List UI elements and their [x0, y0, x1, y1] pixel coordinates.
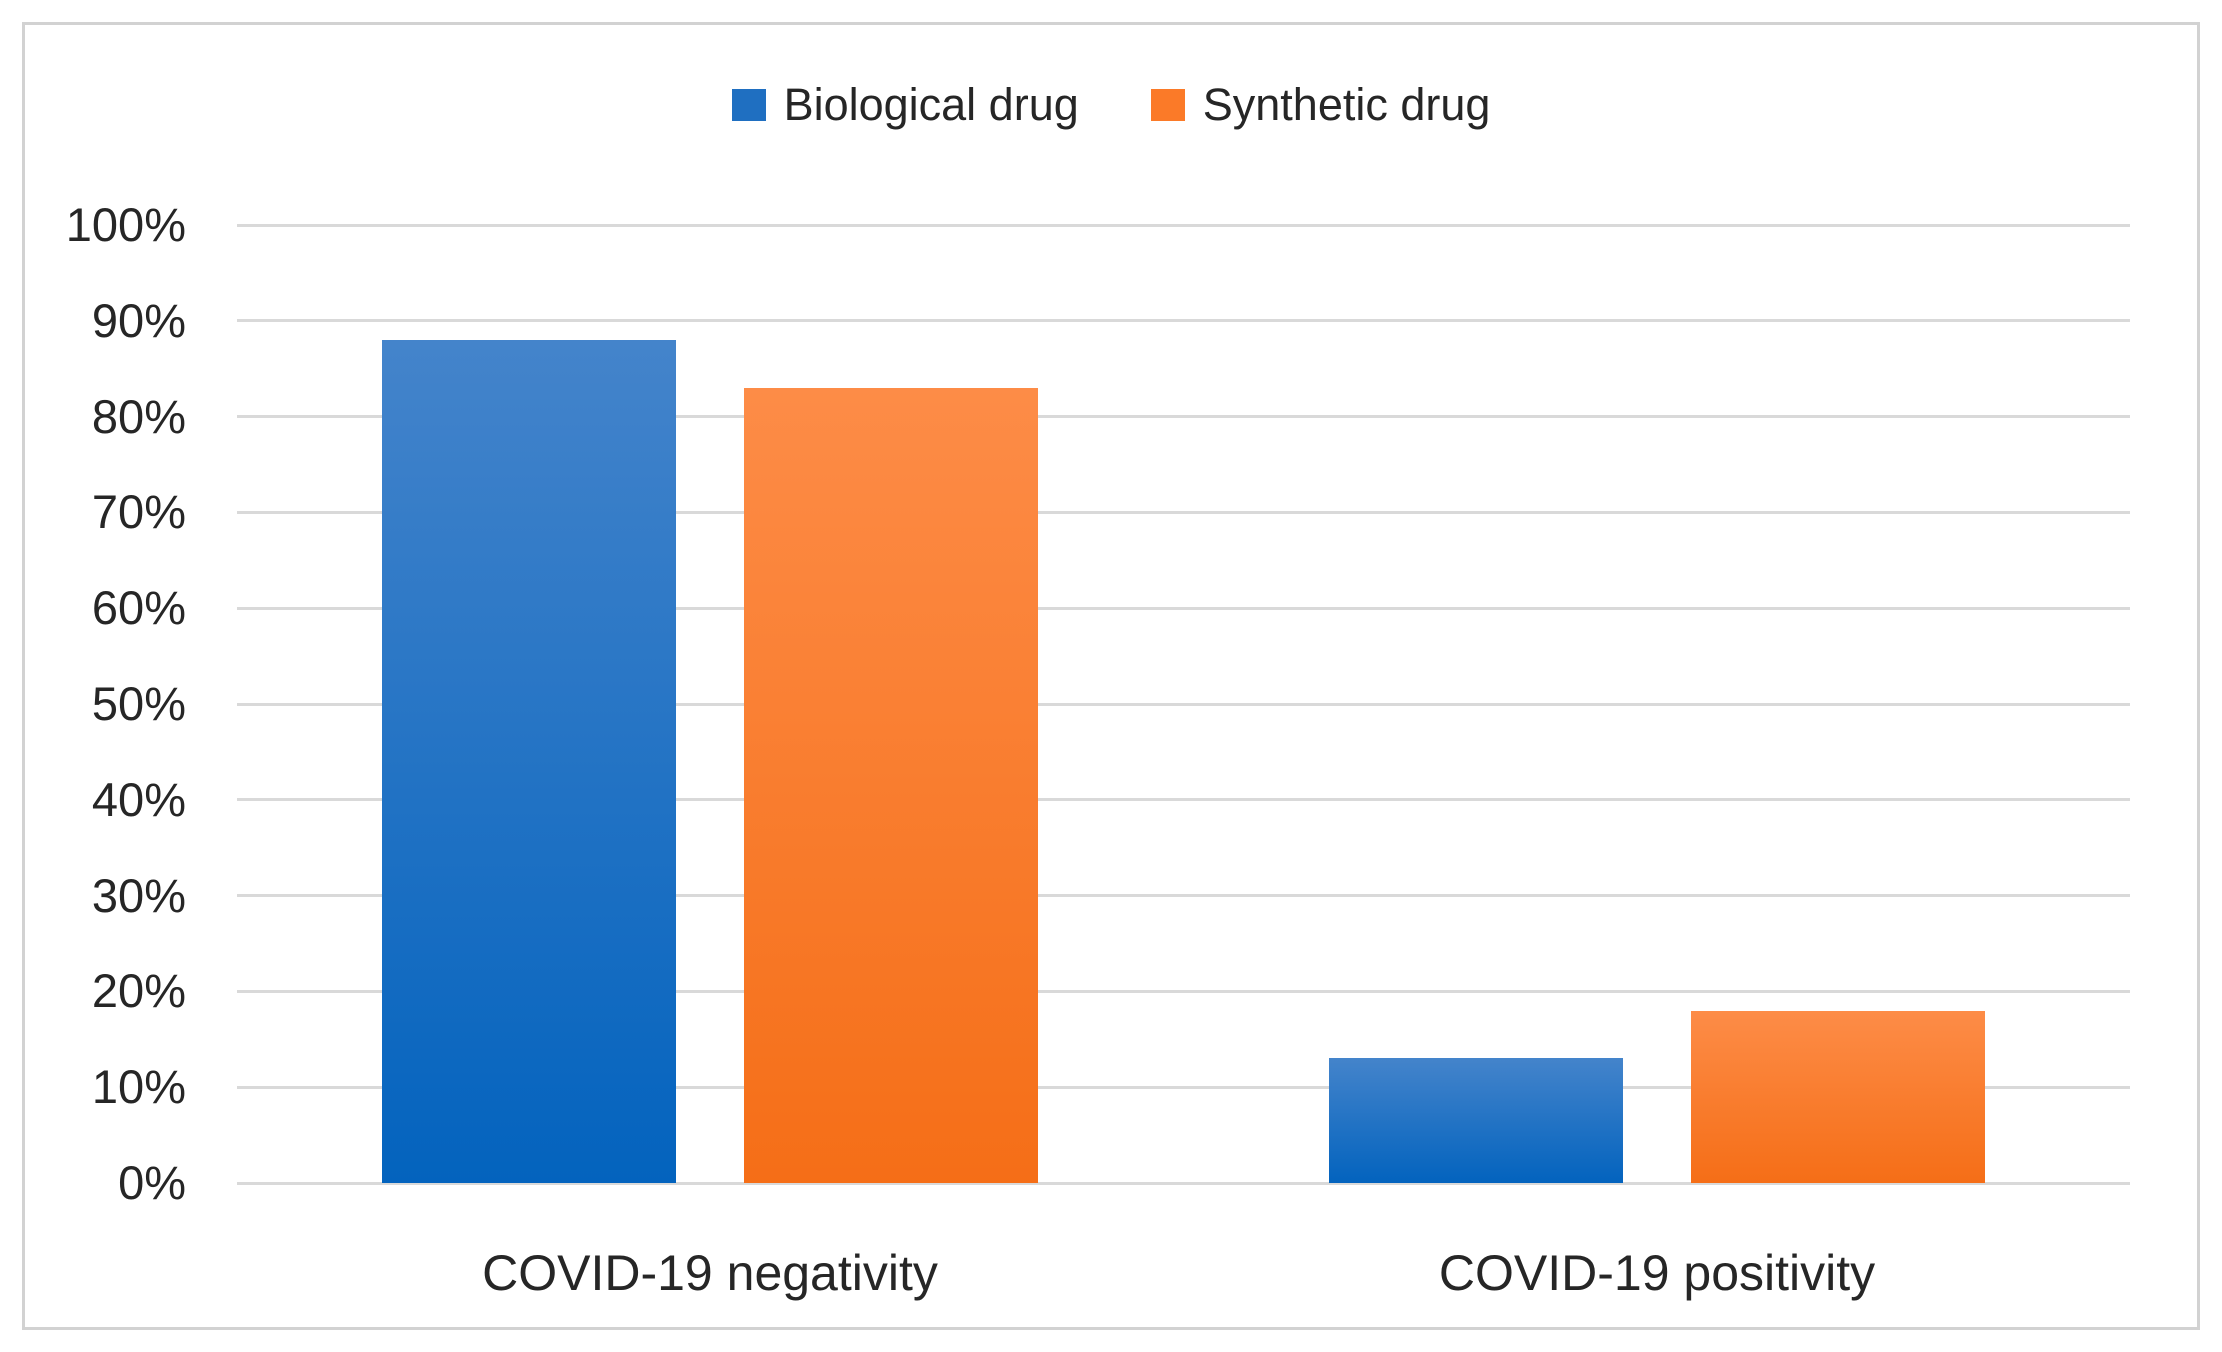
- legend-swatch-synthetic-icon: [1150, 88, 1185, 121]
- y-axis-tick-label-50: 50%: [91, 677, 186, 730]
- gridline-40: [237, 798, 2130, 802]
- y-axis-tick-label-60: 60%: [91, 581, 186, 635]
- category-label-covid-positivity: COVID-19 positivity: [1438, 1245, 1876, 1301]
- gridline-90: [237, 319, 2130, 323]
- gridline-20: [237, 989, 2130, 993]
- gridline-80: [237, 415, 2130, 419]
- y-axis-tick-label-100: 100%: [65, 198, 186, 251]
- bar-biological-drug-covid-19-positivity: [1328, 1058, 1623, 1183]
- bar-biological-drug-covid-19-negativity: [382, 339, 677, 1183]
- gridline-0: [237, 1181, 2130, 1185]
- gridline-70: [237, 510, 2130, 514]
- gridline-60: [237, 606, 2130, 610]
- y-axis-tick-label-0: 0%: [118, 1156, 186, 1209]
- y-axis-tick-label-80: 80%: [91, 389, 186, 443]
- y-axis-tick-label-10: 10%: [91, 1060, 186, 1114]
- legend: Biological drug Synthetic drug: [0, 82, 2222, 127]
- y-axis-tick-label-70: 70%: [91, 485, 186, 539]
- legend-item-biological-drug: Biological drug: [731, 79, 1079, 130]
- gridline-100: [237, 223, 2130, 227]
- gridline-10: [237, 1085, 2130, 1089]
- bar-synthetic-drug-covid-19-positivity: [1690, 1010, 1985, 1183]
- category-label-covid-negativity: COVID-19 negativity: [482, 1245, 938, 1301]
- legend-label-biological: Biological drug: [783, 79, 1079, 130]
- gridline-50: [237, 702, 2130, 706]
- legend-swatch-biological-icon: [731, 88, 766, 121]
- plot-area: [237, 223, 2130, 1185]
- y-axis-tick-label-20: 20%: [91, 964, 186, 1018]
- y-axis-tick-label-30: 30%: [91, 868, 186, 922]
- legend-label-synthetic: Synthetic drug: [1202, 79, 1491, 130]
- bar-synthetic-drug-covid-19-negativity: [744, 387, 1039, 1183]
- y-axis-tick-label-40: 40%: [91, 772, 186, 826]
- y-axis-tick-label-90: 90%: [91, 293, 186, 347]
- legend-item-synthetic-drug: Synthetic drug: [1150, 79, 1491, 130]
- gridline-30: [237, 894, 2130, 898]
